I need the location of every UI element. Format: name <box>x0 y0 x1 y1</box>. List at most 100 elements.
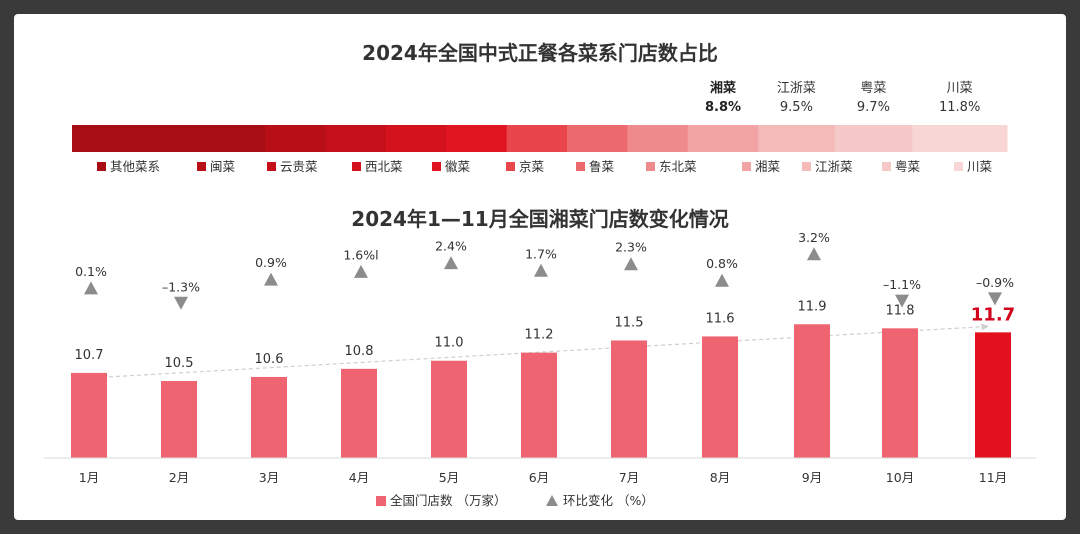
share-segment-10 <box>834 125 913 152</box>
x-tick-7月: 7月 <box>619 470 639 485</box>
legend-label-3: 西北菜 <box>365 159 403 174</box>
x-tick-9月: 9月 <box>802 470 822 485</box>
x-tick-5月: 5月 <box>439 470 459 485</box>
x-tick-11月: 11月 <box>979 470 1007 485</box>
legend-label-6: 鲁菜 <box>589 159 615 174</box>
trend-line <box>108 323 990 378</box>
legend-swatch-3 <box>352 162 361 171</box>
bar-2月 <box>161 381 197 458</box>
bar-value-3月: 10.6 <box>255 352 284 367</box>
cuisine-share-bar <box>72 125 1008 152</box>
share-segment-3 <box>385 125 447 152</box>
change-label-4月: 1.6%l <box>343 247 378 262</box>
change-marker-1月 <box>84 281 98 295</box>
bar-value-8月: 11.6 <box>706 311 735 326</box>
change-marker-8月 <box>715 273 729 287</box>
bar-value-2月: 10.5 <box>165 356 194 371</box>
bar-3月 <box>251 376 287 458</box>
legend-swatch-4 <box>432 162 441 171</box>
bar-11月 <box>975 332 1011 458</box>
legend-label-7: 东北菜 <box>659 159 697 174</box>
share-segment-7 <box>627 125 689 152</box>
x-axis: 1月 2月 3月 4月 5月 6月 7月 8月 9月 10月 11月 <box>44 457 1036 485</box>
change-marker-3月 <box>264 272 278 286</box>
change-marker-4月 <box>354 264 368 278</box>
change-marker-11月 <box>988 292 1002 306</box>
bar-9月 <box>794 324 830 458</box>
legend-marker-swatch <box>546 495 558 506</box>
bar-1月 <box>71 372 107 458</box>
change-marker-9月 <box>807 247 821 261</box>
mom-change-markers: 0.1% –1.3% 0.9% 1.6%l 2.4% 1.7% 2.3% 0.8% 3.2% –1… <box>75 230 1014 310</box>
share-segment-6 <box>566 125 628 152</box>
share-segment-2 <box>325 125 387 152</box>
share-label-value-9: 9.5% <box>780 100 813 115</box>
legend-marker-label: 环比变化 （%） <box>563 493 654 508</box>
share-label-name-10: 粤菜 <box>860 80 886 96</box>
bar-4月 <box>341 368 377 458</box>
share-label-value-11: 11.8% <box>939 100 980 115</box>
legend-bar-swatch <box>376 496 386 506</box>
trend-chart-title: 2024年1—11月全国湘菜门店数变化情况 <box>351 207 728 231</box>
x-tick-6月: 6月 <box>529 470 549 485</box>
legend-swatch-1 <box>197 162 206 171</box>
legend-swatch-7 <box>646 162 655 171</box>
change-label-8月: 0.8% <box>706 256 738 271</box>
bar-value-1月: 10.7 <box>75 348 104 363</box>
legend-label-4: 徽菜 <box>445 159 471 174</box>
change-label-5月: 2.4% <box>435 239 467 254</box>
change-label-3月: 0.9% <box>255 255 287 270</box>
x-tick-4月: 4月 <box>349 470 369 485</box>
share-segment-8 <box>687 125 759 152</box>
share-segment-9 <box>758 125 836 152</box>
legend-swatch-9 <box>802 162 811 171</box>
change-label-7月: 2.3% <box>615 240 647 255</box>
change-label-10月: –1.1% <box>883 277 921 292</box>
legend-label-8: 湘菜 <box>755 159 781 174</box>
change-label-9月: 3.2% <box>798 230 830 245</box>
bar-10月 <box>882 328 918 458</box>
bar-value-7月: 11.5 <box>615 315 644 330</box>
change-marker-5月 <box>444 256 458 270</box>
legend-label-0: 其他菜系 <box>110 159 160 174</box>
legend-label-11: 川菜 <box>967 159 993 174</box>
x-tick-1月: 1月 <box>79 470 99 485</box>
bar-5月 <box>431 360 467 458</box>
legend-swatch-10 <box>882 162 891 171</box>
share-label-name-9: 江浙菜 <box>777 81 816 96</box>
bar-6月 <box>521 352 557 458</box>
legend-bar-label: 全国门店数 （万家） <box>390 493 506 508</box>
share-label-value-8: 8.8% <box>705 100 741 115</box>
legend-swatch-2 <box>267 162 276 171</box>
share-segment-5 <box>506 125 568 152</box>
share-segment-1 <box>265 125 327 152</box>
x-tick-2月: 2月 <box>169 470 189 485</box>
bar-value-6月: 11.2 <box>525 328 554 343</box>
cuisine-share-labels: 湘菜 8.8% 江浙菜 9.5% 粤菜 9.7% 川菜 11.8% <box>705 80 980 115</box>
share-label-name-11: 川菜 <box>947 81 973 96</box>
legend-label-5: 京菜 <box>519 159 545 174</box>
legend-swatch-5 <box>506 162 515 171</box>
bar-value-11月: 11.7 <box>971 304 1015 325</box>
chart-canvas: 2024年全国中式正餐各菜系门店数占比 湘菜 8.8% 江浙菜 9.5% 粤菜 9.7% 川… <box>44 41 1036 508</box>
legend-swatch-8 <box>742 162 751 171</box>
change-label-2月: –1.3% <box>162 279 200 294</box>
change-label-11月: –0.9% <box>976 275 1014 290</box>
store-count-bars <box>71 324 1011 458</box>
share-segment-0 <box>72 125 266 152</box>
bar-value-4月: 10.8 <box>345 344 374 359</box>
legend-label-9: 江浙菜 <box>815 159 853 174</box>
x-tick-8月: 8月 <box>710 470 730 485</box>
legend-swatch-11 <box>954 162 963 171</box>
share-segment-4 <box>446 125 508 152</box>
legend-swatch-0 <box>97 162 106 171</box>
bar-8月 <box>702 336 738 458</box>
legend-swatch-6 <box>576 162 585 171</box>
share-chart-title: 2024年全国中式正餐各菜系门店数占比 <box>362 41 718 65</box>
change-marker-7月 <box>624 257 638 271</box>
trend-arrowhead <box>981 323 989 331</box>
x-tick-10月: 10月 <box>886 470 914 485</box>
change-label-6月: 1.7% <box>525 246 557 261</box>
x-tick-3月: 3月 <box>259 470 279 485</box>
share-label-value-10: 9.7% <box>857 100 890 115</box>
